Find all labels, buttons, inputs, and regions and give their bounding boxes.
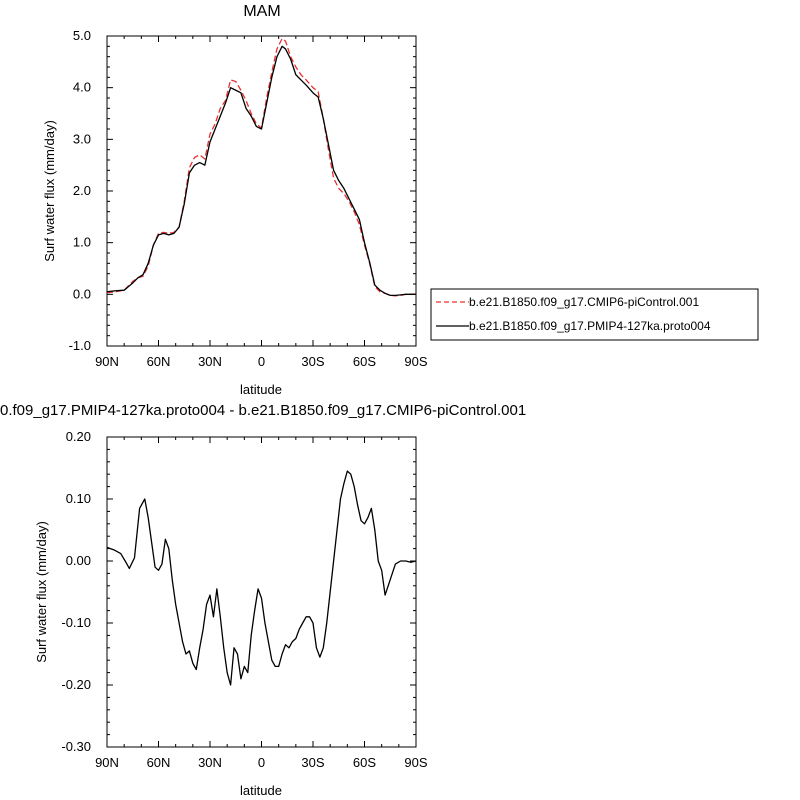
top-series-line-0 <box>106 37 416 297</box>
top-x-tick-label: 30S <box>301 354 324 369</box>
top-panel-title: MAM <box>243 3 280 20</box>
legend-label-pmip: b.e21.B1850.f09_g17.PMIP4-127ka.proto004 <box>469 319 711 333</box>
bottom-x-axis-title: latitude <box>240 783 282 798</box>
top-x-tick-label: 90N <box>95 354 119 369</box>
bottom-series-line-0 <box>106 470 417 686</box>
bottom-x-tick-label: 0 <box>258 755 265 770</box>
bottom-panel-title: 0.f09_g17.PMIP4-127ka.proto004 - b.e21.B… <box>0 402 526 419</box>
legend-box <box>430 288 759 341</box>
top-y-tick-label: 4.0 <box>73 80 91 95</box>
top-series-group <box>106 37 416 297</box>
bottom-series-group <box>106 470 417 686</box>
top-x-tick-label: 60N <box>147 354 171 369</box>
bottom-x-tick-label: 30S <box>301 755 324 770</box>
bottom-y-axis-title: Surf water flux (mm/day) <box>34 521 49 663</box>
top-y-tick-label: 2.0 <box>73 183 91 198</box>
legend: b.e21.B1850.f09_g17.CMIP6-piControl.001 … <box>430 288 759 341</box>
top-y-tick-label: 5.0 <box>73 28 91 43</box>
top-panel: MAM 90N 60N 30N 0 30S 60S 90S -1.0 0.0 1.0 2.0 3.0 4… <box>42 3 428 397</box>
top-y-tick-label: -1.0 <box>69 338 91 353</box>
bottom-y-tick-label: -0.10 <box>61 615 91 630</box>
top-y-tick-label: 3.0 <box>73 131 91 146</box>
bottom-y-tick-label: 0.10 <box>66 491 91 506</box>
legend-label-control: b.e21.B1850.f09_g17.CMIP6-piControl.001 <box>469 295 699 309</box>
top-axis-ticks: 90N 60N 30N 0 30S 60S 90S -1.0 0.0 1.0 2.0 3.0 4.0 5.… <box>69 28 428 369</box>
top-x-tick-label: 0 <box>258 354 265 369</box>
bottom-x-tick-label: 30N <box>198 755 222 770</box>
bottom-x-tick-label: 60S <box>353 755 376 770</box>
top-y-tick-label: 0.0 <box>73 286 91 301</box>
bottom-y-tick-label: 0.20 <box>66 429 91 444</box>
bottom-y-tick-label: -0.20 <box>61 677 91 692</box>
top-x-axis-title: latitude <box>240 382 282 397</box>
top-x-tick-label: 60S <box>353 354 376 369</box>
bottom-y-tick-label: -0.30 <box>61 739 91 754</box>
top-y-tick-label: 1.0 <box>73 235 91 250</box>
bottom-axis-ticks: 90N 60N 30N 0 30S 60S 90S -0.30 -0.20 -0.10 0.00 0.… <box>61 429 428 770</box>
top-x-tick-label: 30N <box>198 354 222 369</box>
top-y-axis-title: Surf water flux (mm/day) <box>42 120 57 262</box>
bottom-x-tick-label: 60N <box>147 755 171 770</box>
bottom-plot-frame <box>106 436 417 748</box>
top-x-tick-label: 90S <box>404 354 427 369</box>
bottom-y-tick-label: 0.00 <box>66 553 91 568</box>
bottom-x-tick-label: 90N <box>95 755 119 770</box>
top-series-line-1 <box>106 45 416 297</box>
bottom-x-tick-label: 90S <box>404 755 427 770</box>
bottom-panel: 0.f09_g17.PMIP4-127ka.proto004 - b.e21.B… <box>0 402 526 798</box>
top-plot-frame <box>106 35 417 347</box>
